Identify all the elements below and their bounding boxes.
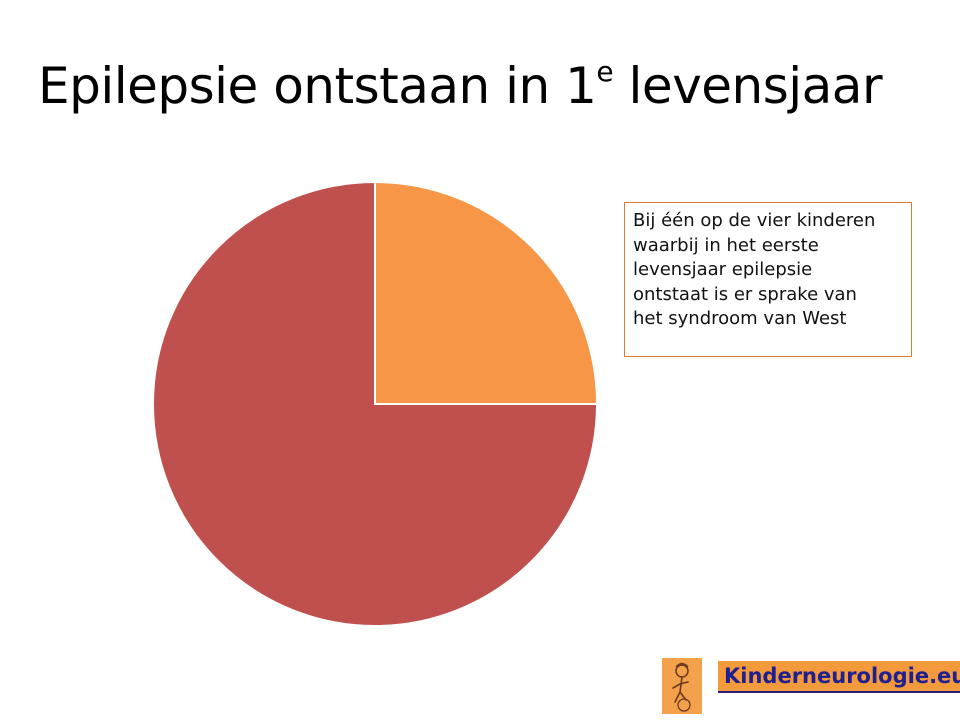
logo-text: Kinderneurologie.eu <box>718 661 960 693</box>
title-main: Epilepsie ontstaan in 1 <box>38 57 597 115</box>
callout-line-5: het syndroom van West <box>633 308 847 329</box>
brand-logo: Kinderneurologie.eu <box>662 658 960 714</box>
callout-line-2: waarbij in het eerste <box>633 234 819 256</box>
callout-box: Bij één op de vier kinderen waarbij in h… <box>624 202 912 357</box>
slide-title: Epilepsie ontstaan in 1e levensjaar <box>38 55 883 116</box>
callout-line-1: Bij één op de vier kinderen <box>633 210 876 231</box>
callout-line-3: levensjaar epilepsie <box>633 259 813 280</box>
callout-line-4: ontstaat is er sprake van <box>633 283 857 305</box>
pie-slice-2 <box>152 180 599 627</box>
title-superscript: e <box>596 55 614 88</box>
child-figure-icon <box>662 658 702 714</box>
pie-slice-1 <box>374 180 599 405</box>
title-rest: levensjaar <box>613 57 883 115</box>
